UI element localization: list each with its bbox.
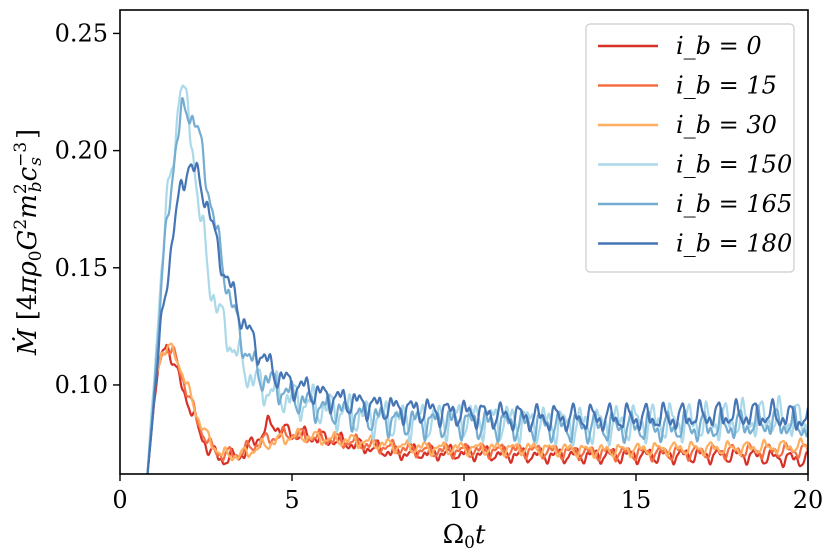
- x-axis-ticks: 0 5 10 15 20: [112, 474, 823, 514]
- y-tick-label: 0.25: [55, 19, 108, 47]
- x-tick-label: 0: [112, 486, 127, 514]
- series-line-4: [146, 97, 808, 474]
- legend-label: i_b = 0: [676, 32, 762, 60]
- x-axis-label: Ω0t: [443, 520, 486, 552]
- legend-label: i_b = 30: [676, 111, 777, 139]
- legend-label: i_b = 180: [676, 230, 792, 258]
- x-tick-label: 10: [449, 486, 480, 514]
- legend-label: i_b = 150: [676, 151, 792, 179]
- series-layer: [146, 84, 808, 474]
- y-tick-label: 0.15: [55, 254, 108, 282]
- y-tick-label: 0.10: [55, 371, 108, 399]
- series-line-1: [146, 345, 808, 474]
- legend-label: i_b = 15: [676, 72, 777, 100]
- legend-label: i_b = 165: [676, 190, 792, 218]
- y-axis-label: Ṁ [4πρ0G2m2bc−3s]: [11, 129, 46, 356]
- x-tick-label: 5: [284, 486, 299, 514]
- x-tick-label: 15: [621, 486, 652, 514]
- y-axis-ticks: 0.10 0.15 0.20 0.25: [55, 19, 120, 399]
- legend: i_b = 0 i_b = 15 i_b = 30 i_b = 150 i_b = 16…: [585, 23, 795, 273]
- x-tick-label: 20: [793, 486, 824, 514]
- series-line-5: [146, 161, 808, 474]
- y-tick-label: 0.20: [55, 137, 108, 165]
- series-line-2: [146, 342, 808, 474]
